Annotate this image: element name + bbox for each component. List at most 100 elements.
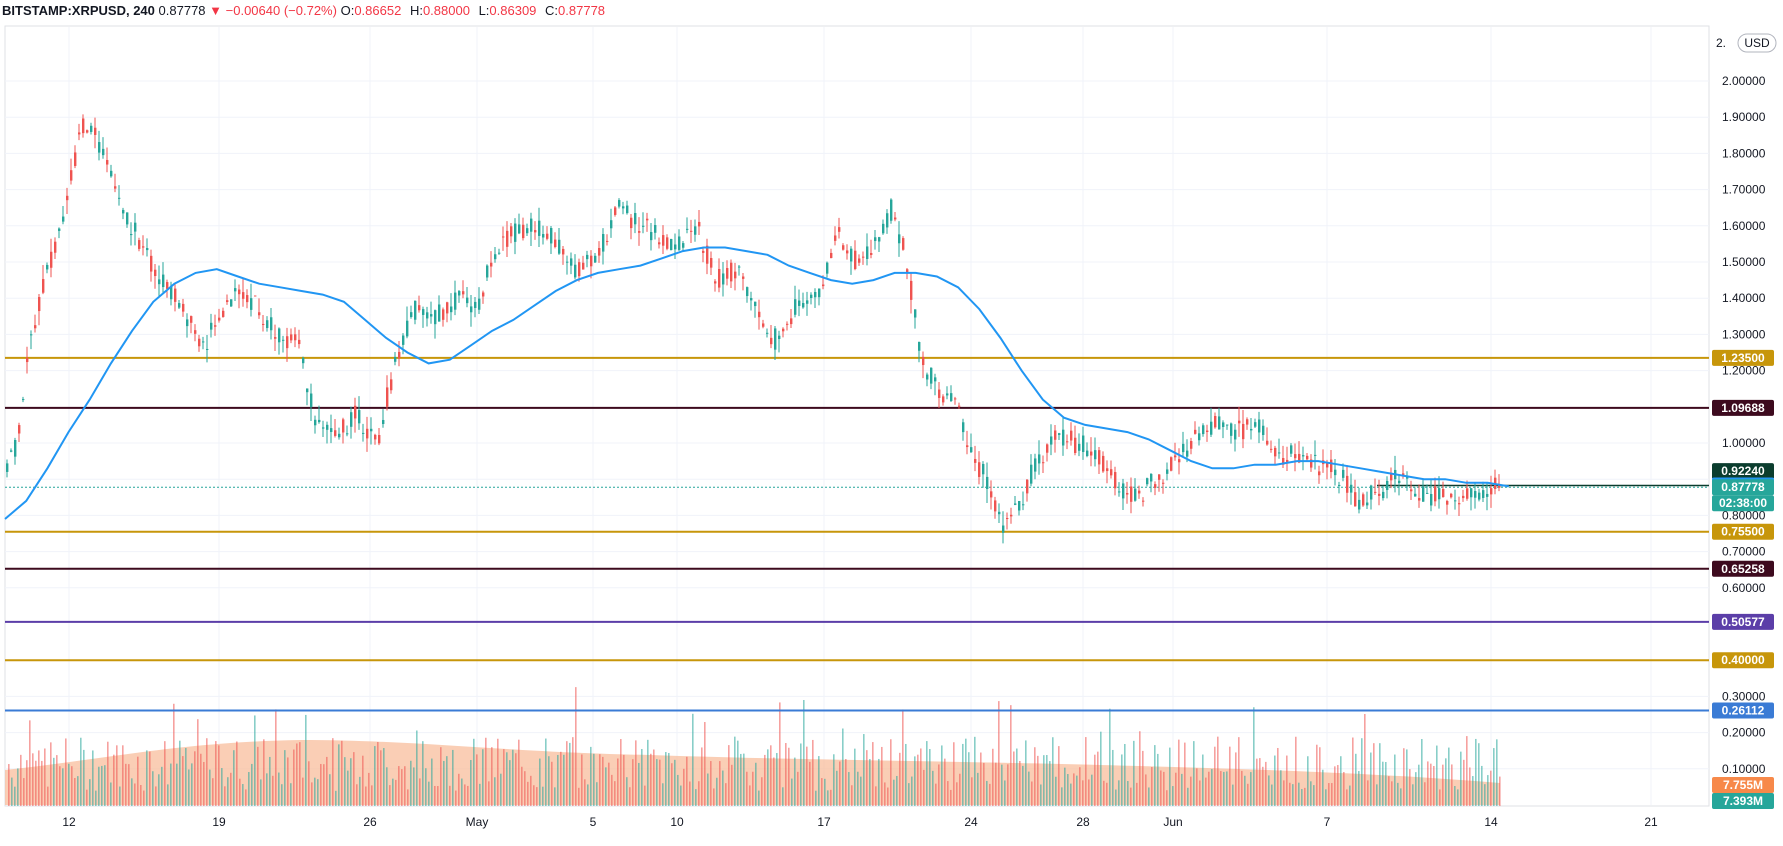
- candle-body: [1298, 453, 1301, 463]
- candle-body: [586, 254, 589, 260]
- candle-body: [1094, 450, 1097, 460]
- candle-body: [1138, 490, 1141, 494]
- volume-bar: [479, 783, 481, 806]
- volume-bar: [470, 759, 472, 806]
- volume-bar: [38, 750, 40, 806]
- volume-bar: [1367, 780, 1369, 806]
- candle-body: [110, 170, 113, 177]
- volume-bar: [152, 771, 154, 806]
- candle-body: [546, 233, 549, 239]
- candle-body: [378, 435, 381, 444]
- candle-body: [1286, 459, 1289, 463]
- volume-bar: [98, 766, 100, 806]
- volume-bar: [602, 756, 604, 806]
- candle-body: [438, 304, 441, 322]
- candle-body: [154, 269, 157, 277]
- candle-body: [38, 297, 41, 312]
- volume-bar: [449, 785, 451, 806]
- volume-bar: [1013, 751, 1015, 806]
- candle-body: [862, 256, 865, 258]
- time-axis[interactable]: 12 19 26 May 5 10 17 24 28 Jun 7 14 21: [62, 815, 1658, 829]
- volume-badge-bg: [1712, 793, 1774, 809]
- candle-body: [1194, 429, 1197, 434]
- candle-body: [1174, 455, 1177, 458]
- candle-body: [498, 252, 501, 254]
- candle-body: [406, 320, 409, 337]
- candle-body: [1346, 475, 1349, 493]
- candle-body: [126, 212, 129, 225]
- volume-bar: [902, 709, 904, 806]
- volume-bar: [506, 752, 508, 806]
- volume-bar: [932, 770, 934, 806]
- candle-body: [698, 221, 701, 227]
- candle-body: [578, 262, 581, 277]
- candle-body: [1090, 451, 1093, 456]
- candle-body: [1386, 480, 1389, 491]
- candle-body: [1406, 477, 1409, 479]
- price-tick-label: 1.80000: [1722, 146, 1766, 160]
- candle-body: [326, 424, 329, 430]
- volume-bar: [320, 763, 322, 806]
- currency-pill[interactable]: [1737, 33, 1777, 53]
- volume-bar: [503, 749, 505, 806]
- volume-bar: [818, 756, 820, 806]
- volume-bar: [557, 754, 559, 806]
- plot-area[interactable]: [4, 25, 1710, 807]
- candle-body: [994, 500, 997, 512]
- volume-bar: [80, 737, 82, 806]
- volume-bar: [1193, 741, 1195, 806]
- candle-body: [1390, 472, 1393, 481]
- candle-body: [218, 317, 221, 321]
- volume-bar: [1478, 743, 1480, 806]
- candle-body: [266, 320, 269, 329]
- volume-bar: [1187, 787, 1189, 806]
- volume-bar: [608, 762, 610, 806]
- volume-bar: [1250, 772, 1252, 806]
- candle-body: [1318, 471, 1321, 476]
- price-tick-label: 2.00000: [1722, 74, 1766, 88]
- volume-bar: [344, 757, 346, 806]
- candle-body: [186, 319, 189, 327]
- currency-badge[interactable]: USD 2.: [1716, 33, 1777, 53]
- volume-bar: [179, 740, 181, 806]
- price-tick-label: 1.00000: [1722, 436, 1766, 450]
- volume-bar: [1487, 775, 1489, 806]
- volume-bar: [122, 745, 124, 806]
- candle-body: [1306, 455, 1309, 460]
- candle-body: [802, 302, 805, 308]
- candle-body: [1050, 436, 1053, 445]
- candle-body: [810, 294, 813, 299]
- symbol-label[interactable]: BITSTAMP:XRPUSD, 240: [2, 3, 155, 18]
- candle-body: [838, 227, 841, 232]
- level-badge-text: 1.09688: [1721, 401, 1765, 415]
- candle-body: [786, 323, 789, 325]
- volume-bar: [128, 764, 130, 806]
- volume-bar: [1076, 775, 1078, 806]
- candle-body: [1058, 433, 1061, 435]
- volume-bar: [635, 740, 637, 806]
- volume-bar: [743, 753, 745, 806]
- volume-bar: [410, 760, 412, 806]
- candle-body: [1366, 502, 1369, 506]
- candle-body: [1186, 450, 1189, 457]
- price-axis[interactable]: 2.00000 1.90000 1.80000 1.70000 1.60000 1.500…: [1722, 74, 1766, 776]
- candle-body: [246, 295, 249, 303]
- candle-body: [238, 289, 241, 295]
- candle-body: [258, 312, 261, 316]
- volume-bar: [758, 790, 760, 806]
- volume-bar: [1199, 780, 1201, 806]
- time-tick-label: 21: [1644, 815, 1658, 829]
- volume-bar: [578, 787, 580, 806]
- volume-bar: [281, 784, 283, 806]
- candle-body: [1230, 423, 1233, 436]
- volume-bar: [218, 745, 220, 806]
- volume-bar: [809, 761, 811, 806]
- price-tick-label: 1.50000: [1722, 255, 1766, 269]
- volume-bar: [938, 764, 940, 806]
- volume-bar: [680, 785, 682, 806]
- candle-body: [1398, 480, 1401, 484]
- volume-bar: [77, 776, 79, 806]
- level-badge-bg: [1712, 399, 1774, 416]
- candle-body: [1370, 485, 1373, 500]
